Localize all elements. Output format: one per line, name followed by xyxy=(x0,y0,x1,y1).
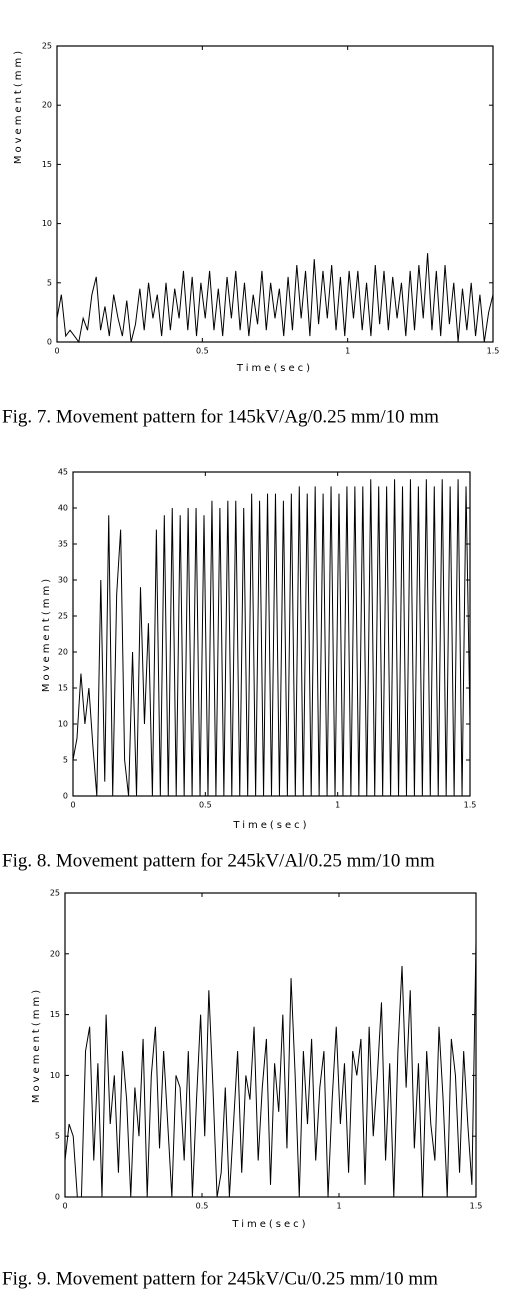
y-tick-label: 5 xyxy=(47,278,52,287)
y-tick-label: 20 xyxy=(50,949,60,958)
x-tick-label: 1 xyxy=(335,801,340,810)
y-tick-label: 5 xyxy=(55,1132,60,1141)
y-tick-label: 0 xyxy=(47,338,52,347)
y-tick-label: 15 xyxy=(50,1010,60,1019)
x-tick-label: 0.5 xyxy=(196,347,209,356)
x-tick-label: 1.5 xyxy=(487,347,500,356)
y-tick-label: 10 xyxy=(58,720,68,729)
x-tick-label: 0.5 xyxy=(199,801,212,810)
y-tick-label: 15 xyxy=(42,160,52,169)
y-tick-label: 35 xyxy=(58,540,68,549)
x-axis-label: Time(sec) xyxy=(231,1219,308,1230)
x-tick-label: 0 xyxy=(62,1202,67,1211)
y-tick-label: 0 xyxy=(55,1193,60,1202)
figure-caption: Fig. 7. Movement pattern for 145kV/Ag/0.… xyxy=(2,406,439,427)
figure-caption: Fig. 9. Movement pattern for 245kV/Cu/0.… xyxy=(2,1268,438,1289)
x-tick-label: 1 xyxy=(345,347,350,356)
y-tick-label: 0 xyxy=(63,792,68,801)
y-tick-label: 25 xyxy=(58,612,68,621)
plot-frame xyxy=(72,471,471,797)
y-axis-label: Movement(mm) xyxy=(41,576,52,692)
y-tick-label: 30 xyxy=(58,576,68,585)
x-tick-label: 0 xyxy=(54,347,59,356)
y-tick-label: 40 xyxy=(58,504,68,513)
x-axis-label: Time(sec) xyxy=(236,363,313,374)
data-line xyxy=(72,479,471,797)
x-tick-label: 0 xyxy=(70,801,75,810)
data-line xyxy=(64,941,477,1198)
figure-caption: Fig. 8. Movement pattern for 245kV/Al/0.… xyxy=(2,850,435,871)
y-tick-label: 25 xyxy=(50,889,60,898)
plot-frame xyxy=(56,45,494,343)
data-line xyxy=(56,253,494,344)
y-tick-label: 25 xyxy=(42,42,52,51)
y-tick-label: 10 xyxy=(42,219,52,228)
x-tick-label: 1 xyxy=(336,1202,341,1211)
x-tick-label: 1.5 xyxy=(464,801,477,810)
y-tick-label: 5 xyxy=(63,756,68,765)
y-axis-label: Movement(mm) xyxy=(13,48,24,164)
y-tick-label: 15 xyxy=(58,684,68,693)
y-axis-label: Movement(mm) xyxy=(31,987,42,1103)
x-tick-label: 0.5 xyxy=(196,1202,209,1211)
plot-frame xyxy=(64,892,477,1198)
y-tick-label: 10 xyxy=(50,1071,60,1080)
y-tick-label: 45 xyxy=(58,468,68,477)
x-axis-label: Time(sec) xyxy=(232,820,309,831)
y-tick-label: 20 xyxy=(58,648,68,657)
y-tick-label: 20 xyxy=(42,101,52,110)
x-tick-label: 1.5 xyxy=(470,1202,483,1211)
